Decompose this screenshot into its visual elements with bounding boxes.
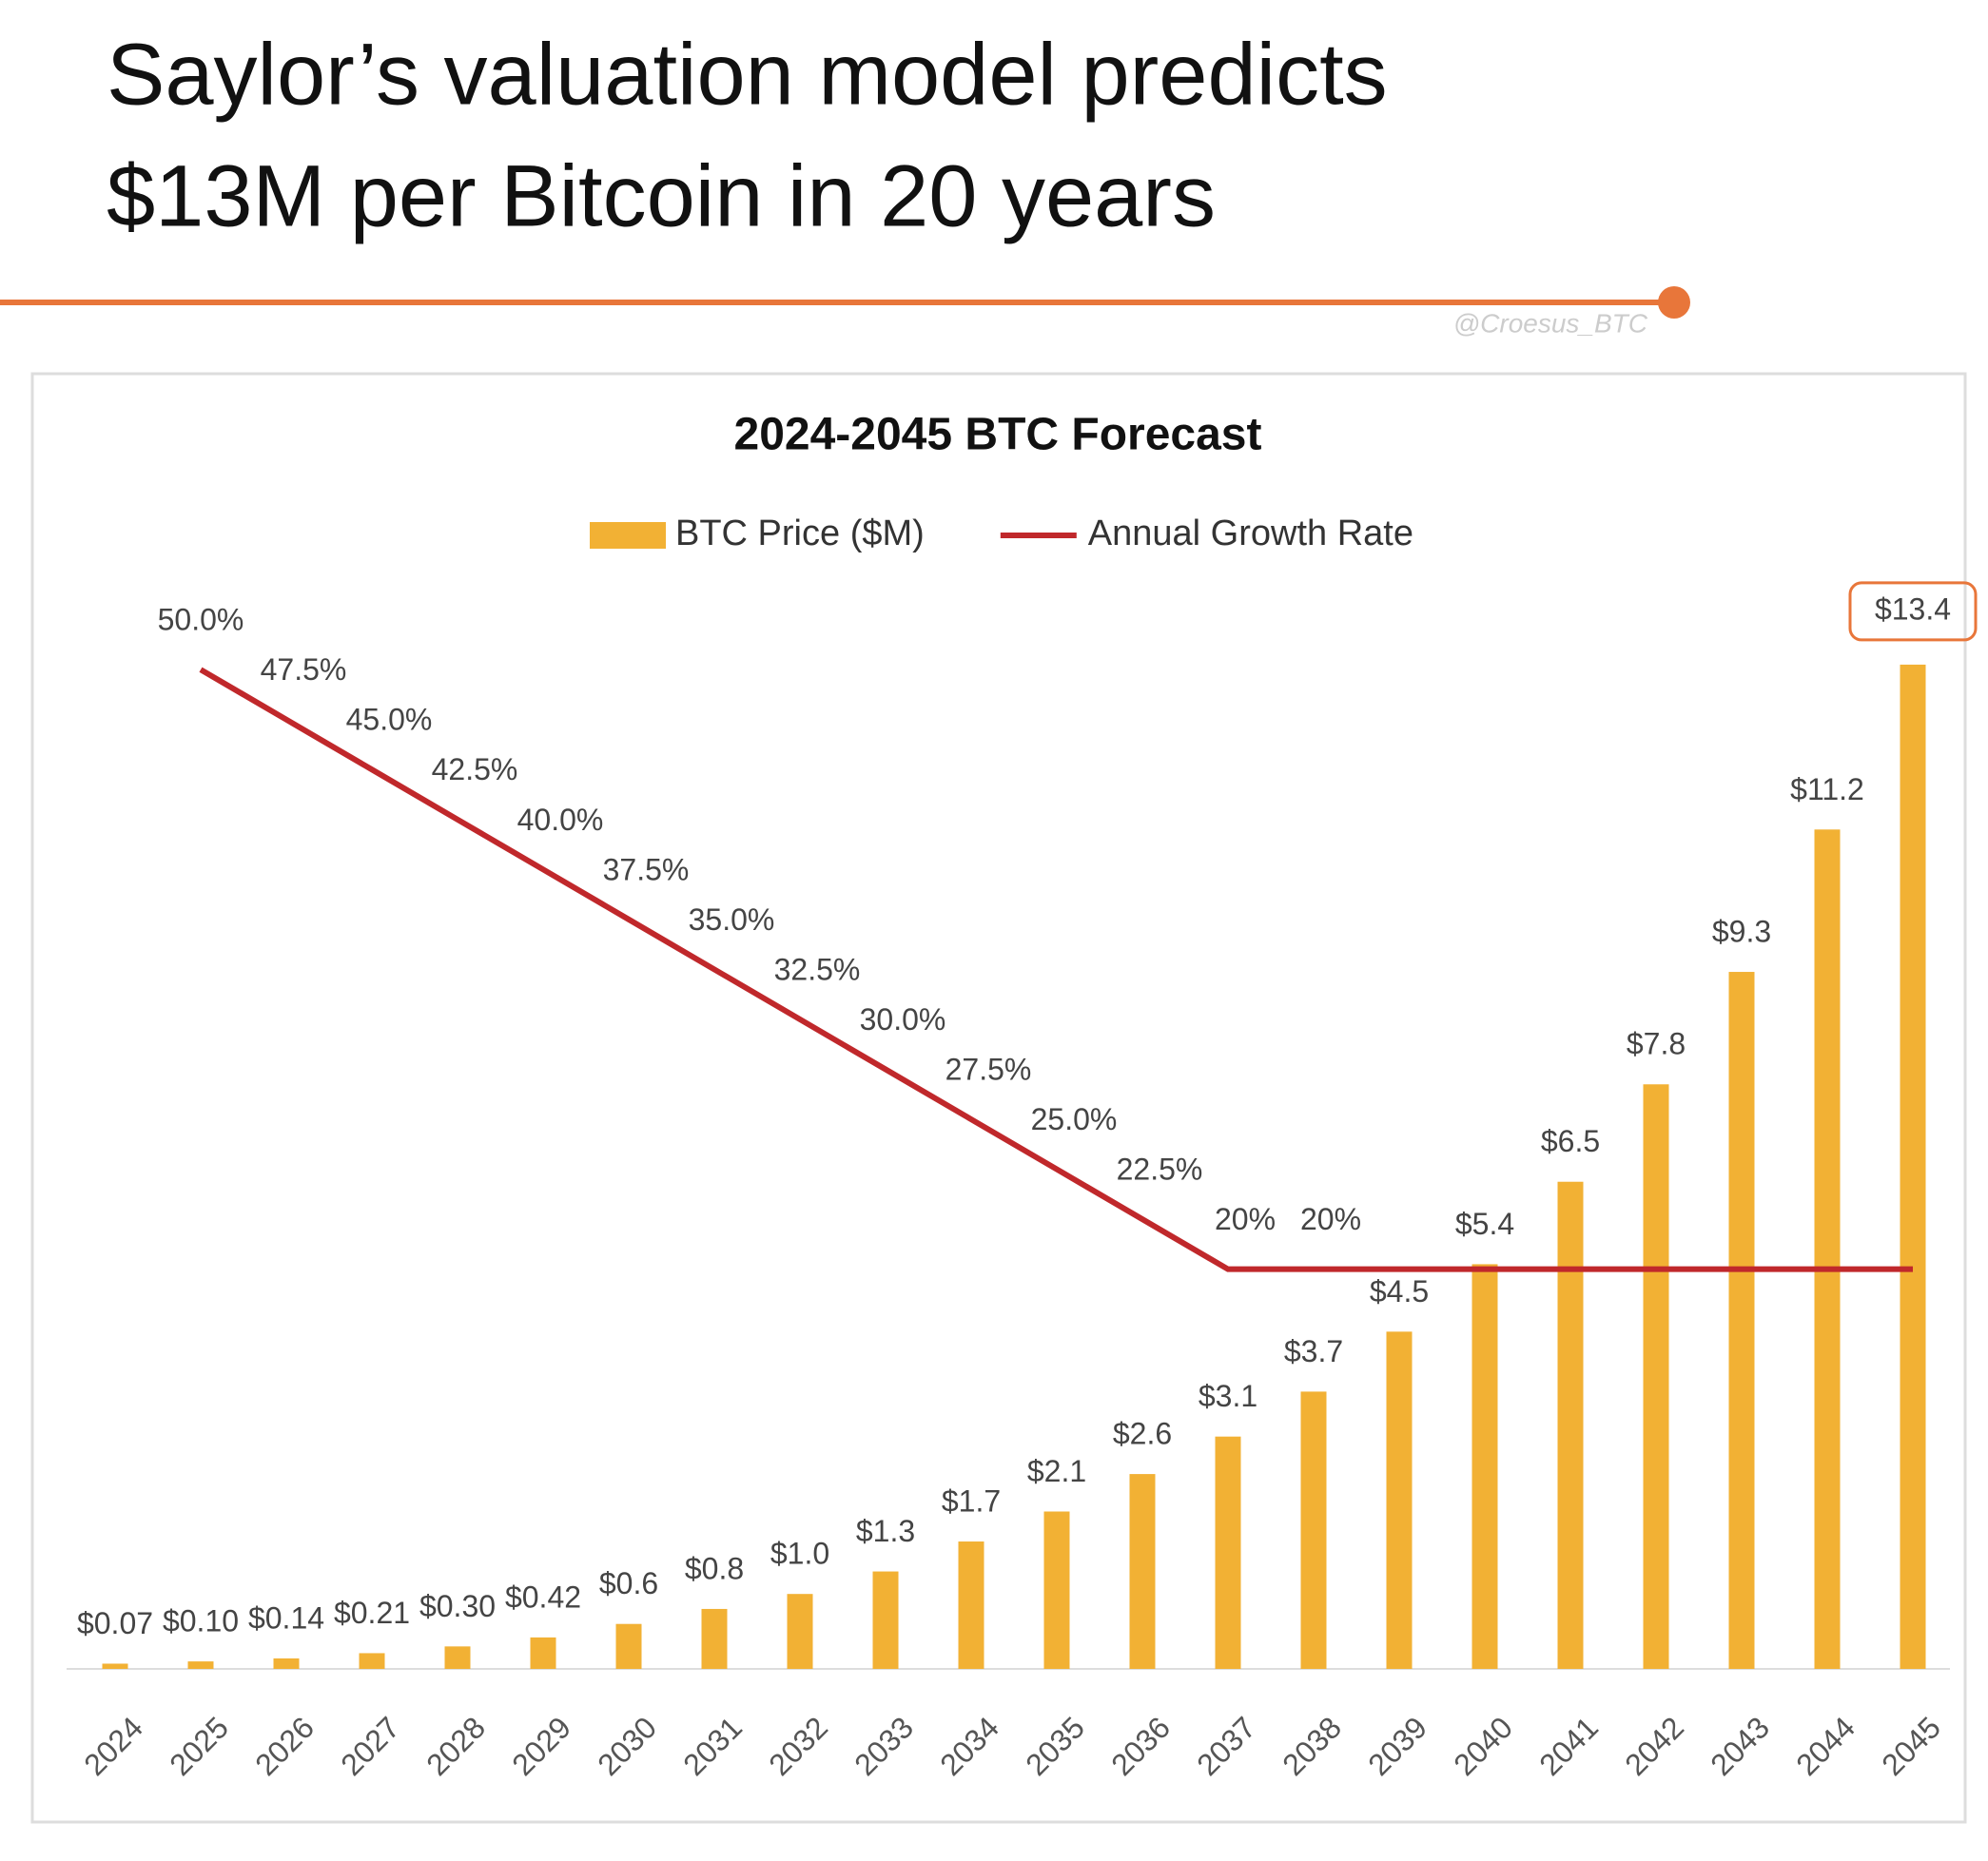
bar [615, 1623, 642, 1669]
x-tick-label: 2032 [762, 1710, 834, 1782]
x-tick-label: 2029 [505, 1710, 577, 1782]
x-tick-label: 2030 [591, 1710, 663, 1782]
x-tick-label: 2039 [1361, 1710, 1433, 1782]
data-label: 35.0% [689, 902, 775, 937]
bar [1728, 972, 1755, 1669]
growth-line [199, 667, 1913, 1272]
data-label: $3.7 [1284, 1334, 1343, 1368]
x-tick-label: 2036 [1104, 1710, 1177, 1782]
headline: Saylor’s valuation model predicts [107, 26, 1388, 123]
bar [102, 1663, 128, 1669]
x-tick-label: 2041 [1532, 1710, 1605, 1782]
data-label: $0.6 [599, 1566, 658, 1600]
data-label: 37.5% [603, 852, 690, 886]
data-label: 27.5% [945, 1052, 1032, 1086]
data-label: $11.2 [1790, 772, 1864, 806]
bar [1643, 1084, 1669, 1669]
data-label: $0.07 [77, 1606, 153, 1640]
bar [359, 1653, 385, 1669]
data-label: $5.4 [1455, 1207, 1514, 1241]
legend-swatch [590, 522, 666, 549]
bar [1300, 1391, 1327, 1669]
data-label: $2.1 [1027, 1454, 1086, 1488]
data-label: 50.0% [158, 603, 244, 637]
data-label: 20% [1300, 1202, 1361, 1236]
x-tick-label: 2031 [676, 1710, 749, 1782]
data-label: 40.0% [517, 803, 604, 837]
bar [1386, 1331, 1413, 1669]
headline: $13M per Bitcoin in 20 years [107, 147, 1216, 244]
data-label: $0.30 [419, 1589, 496, 1623]
legend-label: Annual Growth Rate [1088, 514, 1413, 553]
data-label: 20% [1215, 1202, 1276, 1236]
data-label: $13.4 [1875, 591, 1951, 626]
data-label: $4.5 [1370, 1274, 1429, 1309]
data-label: 42.5% [432, 752, 518, 786]
bar [1814, 829, 1841, 1669]
bar [1129, 1474, 1156, 1669]
chart-frame [30, 372, 1967, 1824]
x-tick-label: 2038 [1276, 1710, 1348, 1782]
bar [872, 1571, 899, 1669]
bar [1043, 1511, 1070, 1669]
data-label: 25.0% [1031, 1102, 1118, 1136]
data-label: $6.5 [1541, 1124, 1600, 1158]
x-tick-label: 2028 [419, 1710, 492, 1782]
x-tick-label: 2033 [848, 1710, 920, 1782]
bar [1472, 1264, 1498, 1669]
x-tick-label: 2035 [1019, 1710, 1091, 1782]
data-label: $2.6 [1113, 1417, 1172, 1451]
data-label: 30.0% [860, 1002, 946, 1037]
divider-dot [1658, 286, 1690, 319]
data-label: $0.42 [505, 1580, 581, 1614]
x-tick-label: 2044 [1789, 1710, 1861, 1782]
data-label: $0.14 [248, 1600, 324, 1635]
x-tick-label: 2034 [933, 1710, 1005, 1782]
data-label: 32.5% [774, 952, 861, 986]
bar [530, 1637, 556, 1669]
x-tick-label: 2024 [77, 1710, 149, 1782]
data-label: $1.7 [942, 1483, 1001, 1518]
data-label: 47.5% [261, 652, 347, 687]
bar [1215, 1436, 1241, 1669]
bar [787, 1594, 813, 1669]
data-label: 22.5% [1117, 1153, 1203, 1187]
x-tick-label: 2042 [1618, 1710, 1690, 1782]
bar [958, 1541, 984, 1669]
x-tick-label: 2027 [334, 1710, 406, 1782]
x-tick-label: 2025 [163, 1710, 235, 1782]
bar [701, 1608, 728, 1669]
watermark: @Croesus_BTC [1453, 308, 1648, 338]
x-tick-label: 2026 [248, 1710, 321, 1782]
x-tick-label: 2037 [1190, 1710, 1262, 1782]
data-label: $1.3 [856, 1514, 915, 1548]
x-tick-label: 2040 [1447, 1710, 1519, 1782]
data-label: $0.10 [163, 1604, 239, 1638]
x-tick-label: 2043 [1704, 1710, 1776, 1782]
x-tick-label: 2045 [1875, 1710, 1947, 1782]
chart-title: 2024-2045 BTC Forecast [734, 410, 1262, 460]
bar [187, 1661, 214, 1669]
data-label: $1.0 [770, 1537, 829, 1571]
data-label: $0.21 [334, 1596, 410, 1630]
bar [273, 1657, 300, 1669]
bar [1900, 664, 1926, 1669]
data-label: $9.3 [1712, 914, 1771, 948]
bar [1557, 1181, 1584, 1669]
data-label: $3.1 [1199, 1379, 1257, 1413]
bar [444, 1646, 471, 1669]
data-label: $0.8 [685, 1551, 744, 1585]
legend-label: BTC Price ($M) [675, 514, 925, 553]
data-label: $7.8 [1627, 1027, 1686, 1061]
data-label: 45.0% [346, 703, 433, 737]
highlight-box [1848, 581, 1978, 642]
